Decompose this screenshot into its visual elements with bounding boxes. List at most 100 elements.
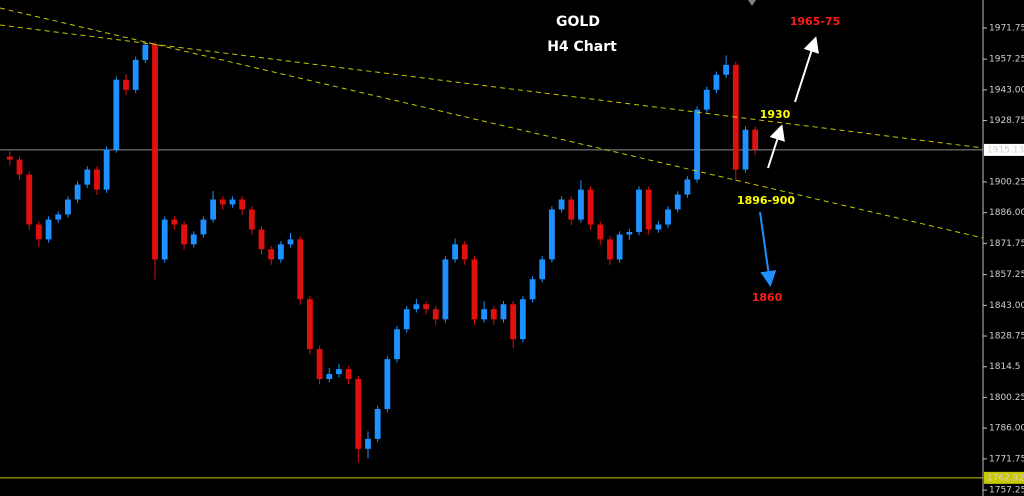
candle-body — [219, 199, 226, 205]
candle-body — [16, 159, 23, 175]
candle-body — [287, 239, 294, 245]
candle-body — [45, 219, 52, 240]
candle-body — [84, 169, 91, 185]
candle-body — [645, 189, 652, 230]
candle-body — [316, 349, 323, 380]
candle-body — [307, 299, 313, 350]
y-tick-label: 1957.25 — [989, 55, 1024, 65]
annotation: 1860 — [752, 291, 783, 304]
annotation: 1930 — [760, 108, 791, 121]
chart-title: GOLD — [556, 14, 600, 30]
y-tick-label: 1886.00 — [989, 208, 1024, 218]
candle-body — [461, 244, 468, 260]
candle-body — [384, 359, 391, 409]
candle-body — [336, 369, 342, 375]
candle-body — [548, 209, 555, 260]
y-tick-label: 1871.75 — [989, 239, 1024, 249]
candle-body — [200, 219, 207, 235]
y-tick-label: 1814.5 — [989, 362, 1021, 372]
candle-body — [636, 189, 642, 233]
y-tick-label: 1900.25 — [989, 177, 1024, 187]
candle-body — [297, 239, 304, 300]
candle-body — [500, 304, 507, 320]
candle-body — [568, 199, 575, 220]
candle-body — [703, 89, 710, 110]
price-label-box — [984, 143, 1024, 156]
candle-body — [423, 304, 429, 310]
candle-body — [674, 194, 681, 210]
y-tick-label: 1771.75 — [989, 454, 1024, 464]
trendline — [0, 7, 984, 239]
candle-body — [171, 219, 178, 225]
candle-body — [103, 149, 110, 190]
y-tick-label: 1828.75 — [989, 332, 1024, 342]
candle-body — [587, 189, 594, 225]
price-label: 1915.13 — [987, 145, 1024, 155]
candle-body — [684, 179, 691, 195]
arrow — [767, 124, 785, 169]
candle-body — [345, 369, 352, 380]
candle-body — [248, 209, 255, 230]
candle-body — [694, 109, 700, 180]
candle-body — [94, 169, 100, 190]
y-tick-label: 1928.75 — [989, 116, 1024, 126]
y-tick-label: 1943.00 — [989, 85, 1024, 95]
candle-body — [558, 199, 565, 210]
candle-body — [326, 374, 333, 380]
candle-body — [113, 79, 120, 150]
candle-body — [442, 259, 449, 320]
candle-body — [142, 44, 149, 60]
chart-subtitle: H4 Chart — [547, 39, 617, 55]
arrow — [759, 211, 777, 287]
candle-body — [394, 329, 400, 360]
price-axis: 1971.75 1957.25 1943.00 1928.75 1900.25 1886.… — [982, 0, 1024, 496]
candle-body — [35, 224, 42, 240]
candle-body — [529, 279, 536, 300]
y-tick-label: 1757.25 — [989, 486, 1024, 496]
candle-body — [258, 229, 265, 250]
y-tick-label: 1800.25 — [989, 393, 1024, 403]
candle-body — [616, 234, 623, 260]
arrow — [794, 36, 819, 103]
price-label: 1762.92 — [987, 473, 1024, 483]
candle-body — [229, 199, 236, 205]
candle-body — [432, 309, 439, 320]
candle-body — [239, 199, 246, 210]
price-label-box — [984, 471, 1024, 484]
candle-body — [452, 244, 458, 260]
candle-body — [355, 379, 362, 449]
candle-body — [374, 408, 381, 439]
candle-body — [365, 438, 371, 449]
candle-body — [742, 129, 749, 170]
candle-body — [65, 199, 71, 215]
candle-body — [490, 309, 497, 320]
y-tick-label: 1843.00 — [989, 301, 1024, 311]
candle-body — [471, 259, 478, 320]
candle-body — [607, 239, 613, 260]
candle-body — [655, 224, 662, 230]
y-tick-label: 1971.75 — [989, 23, 1024, 33]
candle-body — [26, 174, 33, 225]
annotation: 1965-75 — [790, 15, 841, 28]
candle-body — [481, 309, 488, 320]
y-tick-label: 1786.00 — [989, 424, 1024, 434]
candle-body — [210, 199, 217, 220]
scroll-marker — [748, 0, 756, 6]
candle-body — [723, 64, 730, 75]
candle-body — [597, 224, 604, 240]
candle-body — [578, 189, 584, 220]
candle-body — [6, 156, 13, 160]
y-tick-label: 1857.25 — [989, 270, 1024, 280]
candle-body — [55, 214, 62, 220]
candle-body — [665, 209, 671, 225]
candle-body — [181, 224, 187, 245]
candle-body — [413, 304, 420, 310]
candle-body — [626, 232, 633, 235]
candle-body — [510, 304, 517, 340]
candle-body — [519, 299, 526, 340]
candle-body — [74, 184, 81, 200]
candle-body — [190, 234, 197, 245]
candle-body — [161, 219, 168, 260]
candle-body — [277, 244, 284, 260]
